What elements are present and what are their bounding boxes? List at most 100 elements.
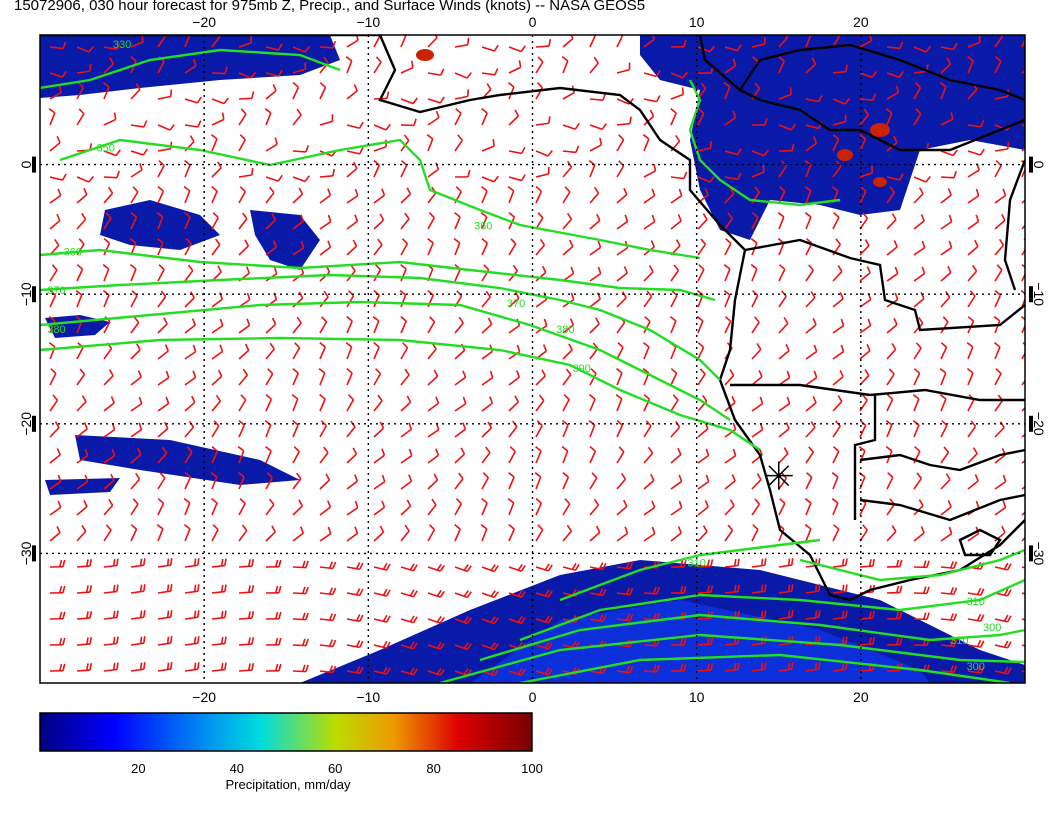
wind-barb	[238, 71, 256, 79]
wind-barb	[319, 214, 332, 230]
wind-barb	[373, 614, 391, 623]
wind-barb	[157, 124, 175, 131]
border	[853, 395, 877, 520]
wind-barb	[184, 264, 194, 282]
wind-barb	[886, 472, 894, 490]
colorbar-label: Precipitation, mm/day	[226, 777, 351, 792]
wind-barb	[346, 161, 358, 178]
wind-barb	[913, 368, 921, 386]
wind-barb	[615, 368, 623, 386]
wind-barb	[238, 167, 254, 178]
wind-barb	[643, 500, 656, 516]
wind-barb	[697, 176, 715, 183]
wind-barb	[832, 610, 848, 620]
border	[859, 493, 1025, 522]
wind-barb	[859, 93, 877, 102]
wind-barb	[76, 474, 89, 490]
wind-barb	[994, 666, 1012, 675]
wind-barb	[535, 589, 553, 598]
wind-barb	[76, 108, 85, 126]
wind-barb	[130, 120, 148, 128]
wind-barb	[751, 343, 762, 360]
wind-barb	[751, 37, 766, 48]
wind-barb	[562, 145, 580, 154]
wind-barb	[210, 134, 218, 152]
wind-barb	[157, 238, 164, 256]
wind-barb	[76, 499, 88, 516]
wind-barb	[49, 41, 67, 50]
wind-barb	[994, 264, 1003, 282]
wind-barb	[697, 108, 705, 126]
wind-barb	[588, 394, 596, 412]
wind-barb	[535, 615, 553, 624]
wind-barb	[184, 212, 191, 230]
wind-barb	[183, 524, 191, 542]
wind-barb	[670, 663, 687, 672]
wind-barb	[319, 40, 337, 49]
wind-barb	[562, 239, 574, 256]
wind-barb	[886, 585, 903, 594]
wind-barb	[832, 395, 843, 412]
wind-barb	[805, 35, 812, 48]
wind-barb	[751, 473, 762, 490]
wind-barb	[211, 344, 224, 360]
wind-barb	[130, 610, 146, 620]
wind-barb	[319, 526, 332, 542]
wind-barb	[481, 616, 499, 625]
wind-barb	[967, 239, 979, 256]
map-frame	[39, 34, 1026, 684]
lat-tick-label-right: 0	[1031, 161, 1047, 169]
wind-barb	[481, 317, 493, 334]
wind-barb	[670, 420, 681, 438]
wind-barb	[939, 82, 947, 100]
wind-barb	[49, 585, 66, 594]
wind-barb	[670, 264, 680, 282]
wind-barb	[804, 524, 812, 542]
lon-tick-label-top: 10	[689, 14, 705, 30]
wind-barb	[535, 641, 553, 650]
lon-tick-label-bottom: −20	[192, 689, 216, 705]
wind-barb	[399, 290, 407, 308]
wind-barb	[805, 396, 817, 412]
wind-barb	[859, 318, 872, 334]
wind-barb	[562, 122, 580, 130]
wind-barb	[292, 560, 309, 569]
wind-barb	[238, 318, 251, 334]
wind-barb	[319, 613, 337, 622]
precip-area	[40, 35, 340, 98]
wind-barb	[76, 82, 85, 100]
wind-barb	[481, 108, 488, 126]
wind-barb	[940, 420, 948, 438]
wind-barb	[751, 558, 767, 568]
wind-barb	[724, 662, 740, 672]
wind-barb	[292, 499, 304, 516]
wind-barb	[724, 524, 734, 542]
wind-barb	[967, 639, 985, 648]
wind-barb	[265, 240, 278, 256]
wind-barb	[562, 160, 573, 178]
wind-barb	[427, 162, 440, 178]
wind-barb	[886, 498, 896, 516]
wind-barb	[886, 240, 898, 256]
wind-barb	[967, 264, 978, 282]
wind-barb	[427, 369, 439, 386]
wind-barb	[373, 238, 383, 256]
wind-barb	[265, 585, 282, 594]
wind-barb	[454, 37, 470, 48]
wind-barb	[832, 558, 848, 568]
wind-barb	[76, 175, 94, 183]
wind-barb	[157, 446, 168, 464]
wind-barb	[859, 165, 874, 178]
wind-barb	[508, 524, 516, 542]
wind-barb	[670, 637, 687, 646]
wind-barb	[859, 239, 870, 256]
wind-barb	[103, 186, 114, 204]
wind-barb	[346, 368, 353, 386]
wind-barb	[400, 395, 412, 412]
wind-barb	[697, 213, 708, 230]
precip-core	[837, 149, 853, 161]
wind-barb	[669, 316, 677, 334]
wind-barb	[886, 71, 904, 78]
wind-barb	[400, 316, 407, 334]
wind-barb	[886, 41, 904, 50]
